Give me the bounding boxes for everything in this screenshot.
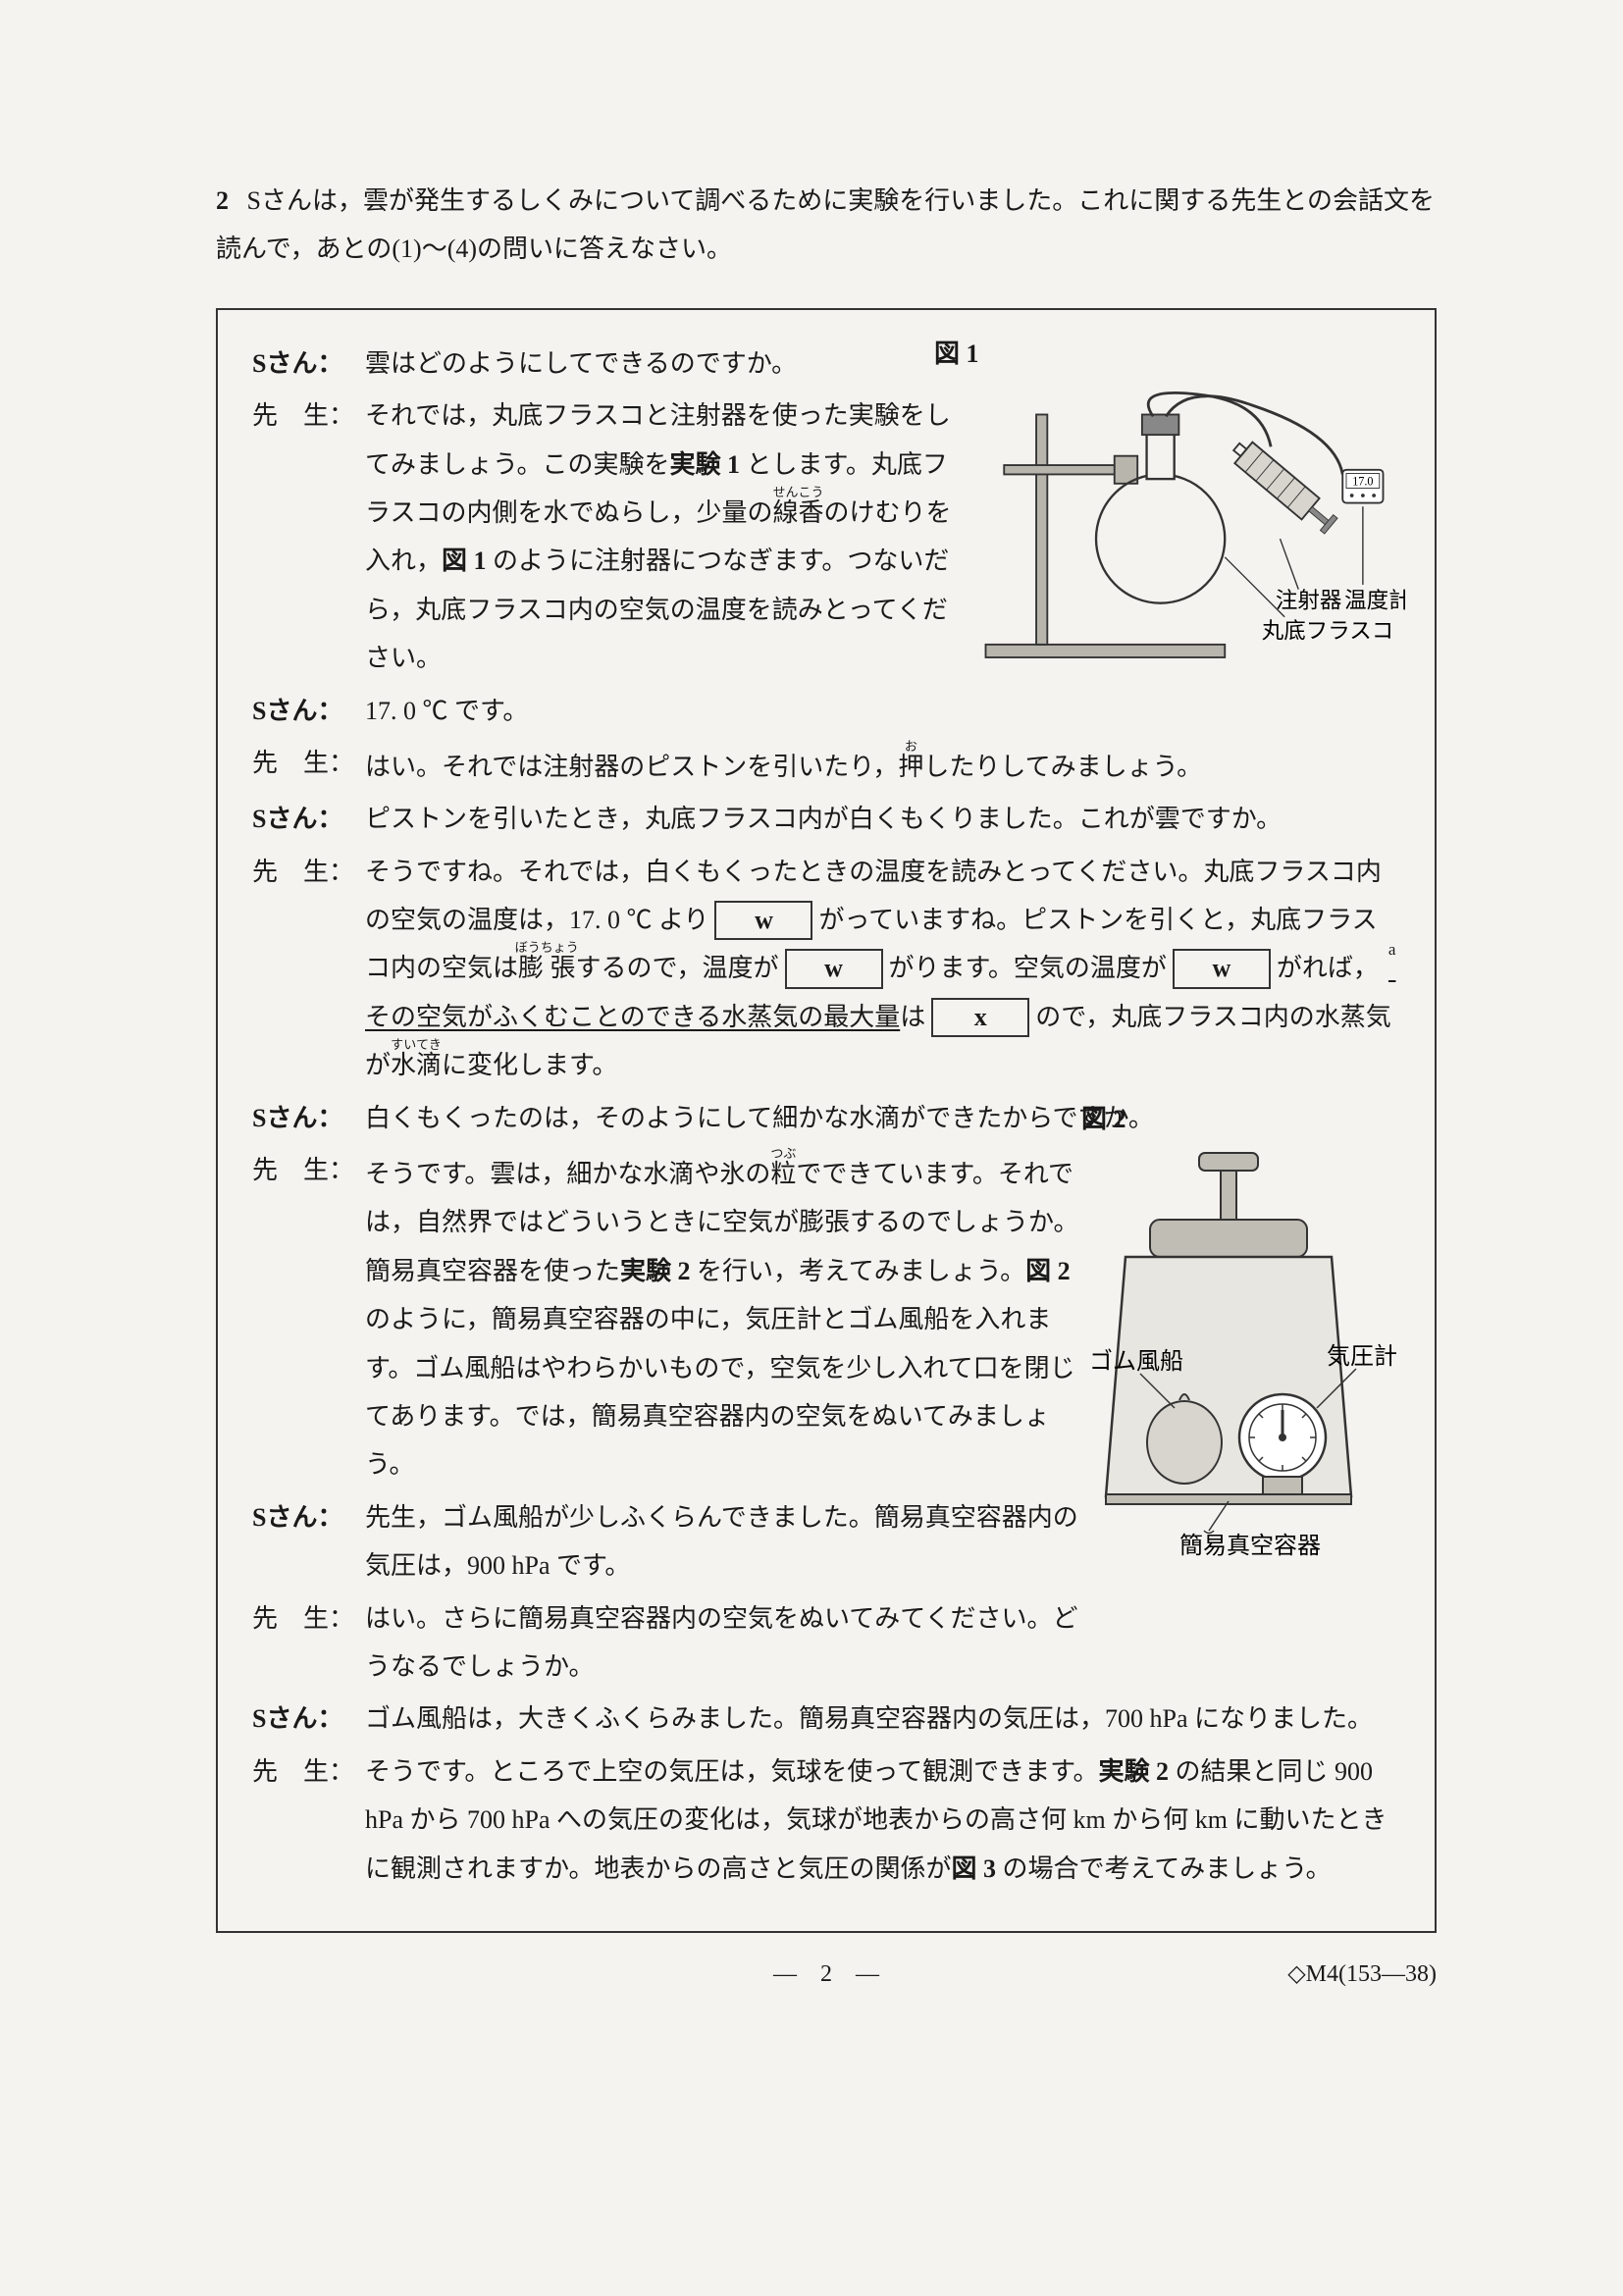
dialogue-line: Sさん： 白くもくったのは，そのようにして細かな水滴ができたからですか。	[252, 1094, 1400, 1142]
document-code: ◇M4(153―38)	[1240, 1953, 1437, 1998]
dialogue-line: Sさん： 17. 0 ℃ です。	[252, 687, 1400, 735]
dialogue-line: Sさん： ゴム風船は，大きくふくらみました。簡易真空容器内の気圧は，700 hP…	[252, 1695, 1400, 1743]
question-intro: Sさんは，雲が発生するしくみについて調べるために実験を行いました。これに関する先…	[216, 186, 1435, 263]
speaker-t: 先 生：	[252, 1748, 365, 1893]
dialogue-line: Sさん： 先生，ゴム風船が少しふくらんできました。簡易真空容器内の気圧は，900…	[252, 1493, 1400, 1591]
speaker-t: 先 生：	[252, 1594, 365, 1692]
blank-w: w	[1173, 949, 1271, 988]
dialogue-line: Sさん： 雲はどのようにしてできるのですか。	[252, 339, 1400, 388]
speech: ピストンを引いたとき，丸底フラスコ内が白くもくりました。これが雲ですか。	[365, 795, 1400, 843]
speaker-t: 先 生：	[252, 1146, 365, 1489]
speaker-s: Sさん：	[252, 1695, 365, 1743]
speech: ゴム風船は，大きくふくらみました。簡易真空容器内の気圧は，700 hPa になり…	[365, 1695, 1400, 1743]
speaker-t: 先 生：	[252, 848, 365, 1090]
ruby-senkou: 線香せんこう	[772, 498, 823, 527]
speaker-t: 先 生：	[252, 739, 365, 791]
question-number: 2	[216, 186, 229, 215]
speech: 17. 0 ℃ です。	[365, 687, 1400, 735]
blank-x: x	[931, 998, 1029, 1037]
speech: そうです。雲は，細かな水滴や氷の粒つぶでできています。それでは，自然界ではどうい…	[365, 1146, 1091, 1489]
ruby-o: 押お	[898, 753, 923, 781]
page-number: — 2 —	[412, 1953, 1240, 1998]
speech: はい。それでは注射器のピストンを引いたり，押おしたりしてみましょう。	[365, 739, 1400, 791]
speech: はい。さらに簡易真空容器内の空気をぬいてみてください。どうなるでしょうか。	[365, 1594, 1091, 1692]
dialogue-line: Sさん： ピストンを引いたとき，丸底フラスコ内が白くもくりました。これが雲ですか…	[252, 795, 1400, 843]
footer: — 2 — ◇M4(153―38)	[216, 1953, 1437, 1998]
ruby-suiteki: 水滴すいてき	[391, 1051, 442, 1079]
speaker-s: Sさん：	[252, 687, 365, 735]
ruby-tsubu: 粒つぶ	[770, 1160, 796, 1188]
dialogue-line: 先 生： そうですね。それでは，白くもくったときの温度を読みとってください。丸底…	[252, 848, 1400, 1090]
dialogue-line: 先 生： はい。それでは注射器のピストンを引いたり，押おしたりしてみましょう。	[252, 739, 1400, 791]
dialogue-box: 図 1	[216, 308, 1437, 1933]
question-header: 2 Sさんは，雲が発生するしくみについて調べるために実験を行いました。これに関す…	[216, 177, 1437, 274]
speech: 雲はどのようにしてできるのですか。	[365, 339, 964, 388]
ruby-bouchou: 膨張ぼうちょう	[518, 954, 576, 982]
speaker-s: Sさん：	[252, 1094, 365, 1142]
dialogue-line: 先 生： そうです。ところで上空の気圧は，気球を使って観測できます。実験 2 の…	[252, 1748, 1400, 1893]
speech: そうですね。それでは，白くもくったときの温度を読みとってください。丸底フラスコ内…	[365, 848, 1400, 1090]
dialogue-line: 先 生： はい。さらに簡易真空容器内の空気をぬいてみてください。どうなるでしょう…	[252, 1594, 1400, 1692]
blank-w: w	[785, 949, 883, 988]
speaker-t: 先 生：	[252, 391, 365, 682]
speech: そうです。ところで上空の気圧は，気球を使って観測できます。実験 2 の結果と同じ…	[365, 1748, 1400, 1893]
speech: 先生，ゴム風船が少しふくらんできました。簡易真空容器内の気圧は，900 hPa …	[365, 1493, 1091, 1591]
speech: 白くもくったのは，そのようにして細かな水滴ができたからですか。	[365, 1094, 1400, 1142]
speaker-s: Sさん：	[252, 1493, 365, 1591]
speaker-s: Sさん：	[252, 795, 365, 843]
dialogue-line: 先 生： それでは，丸底フラスコと注射器を使った実験をしてみましょう。この実験を…	[252, 391, 1400, 682]
dialogue-line: 先 生： そうです。雲は，細かな水滴や氷の粒つぶでできています。それでは，自然界…	[252, 1146, 1400, 1489]
speaker-s: Sさん：	[252, 339, 365, 388]
blank-w: w	[714, 901, 812, 940]
speech: それでは，丸底フラスコと注射器を使った実験をしてみましょう。この実験を実験 1 …	[365, 391, 964, 682]
